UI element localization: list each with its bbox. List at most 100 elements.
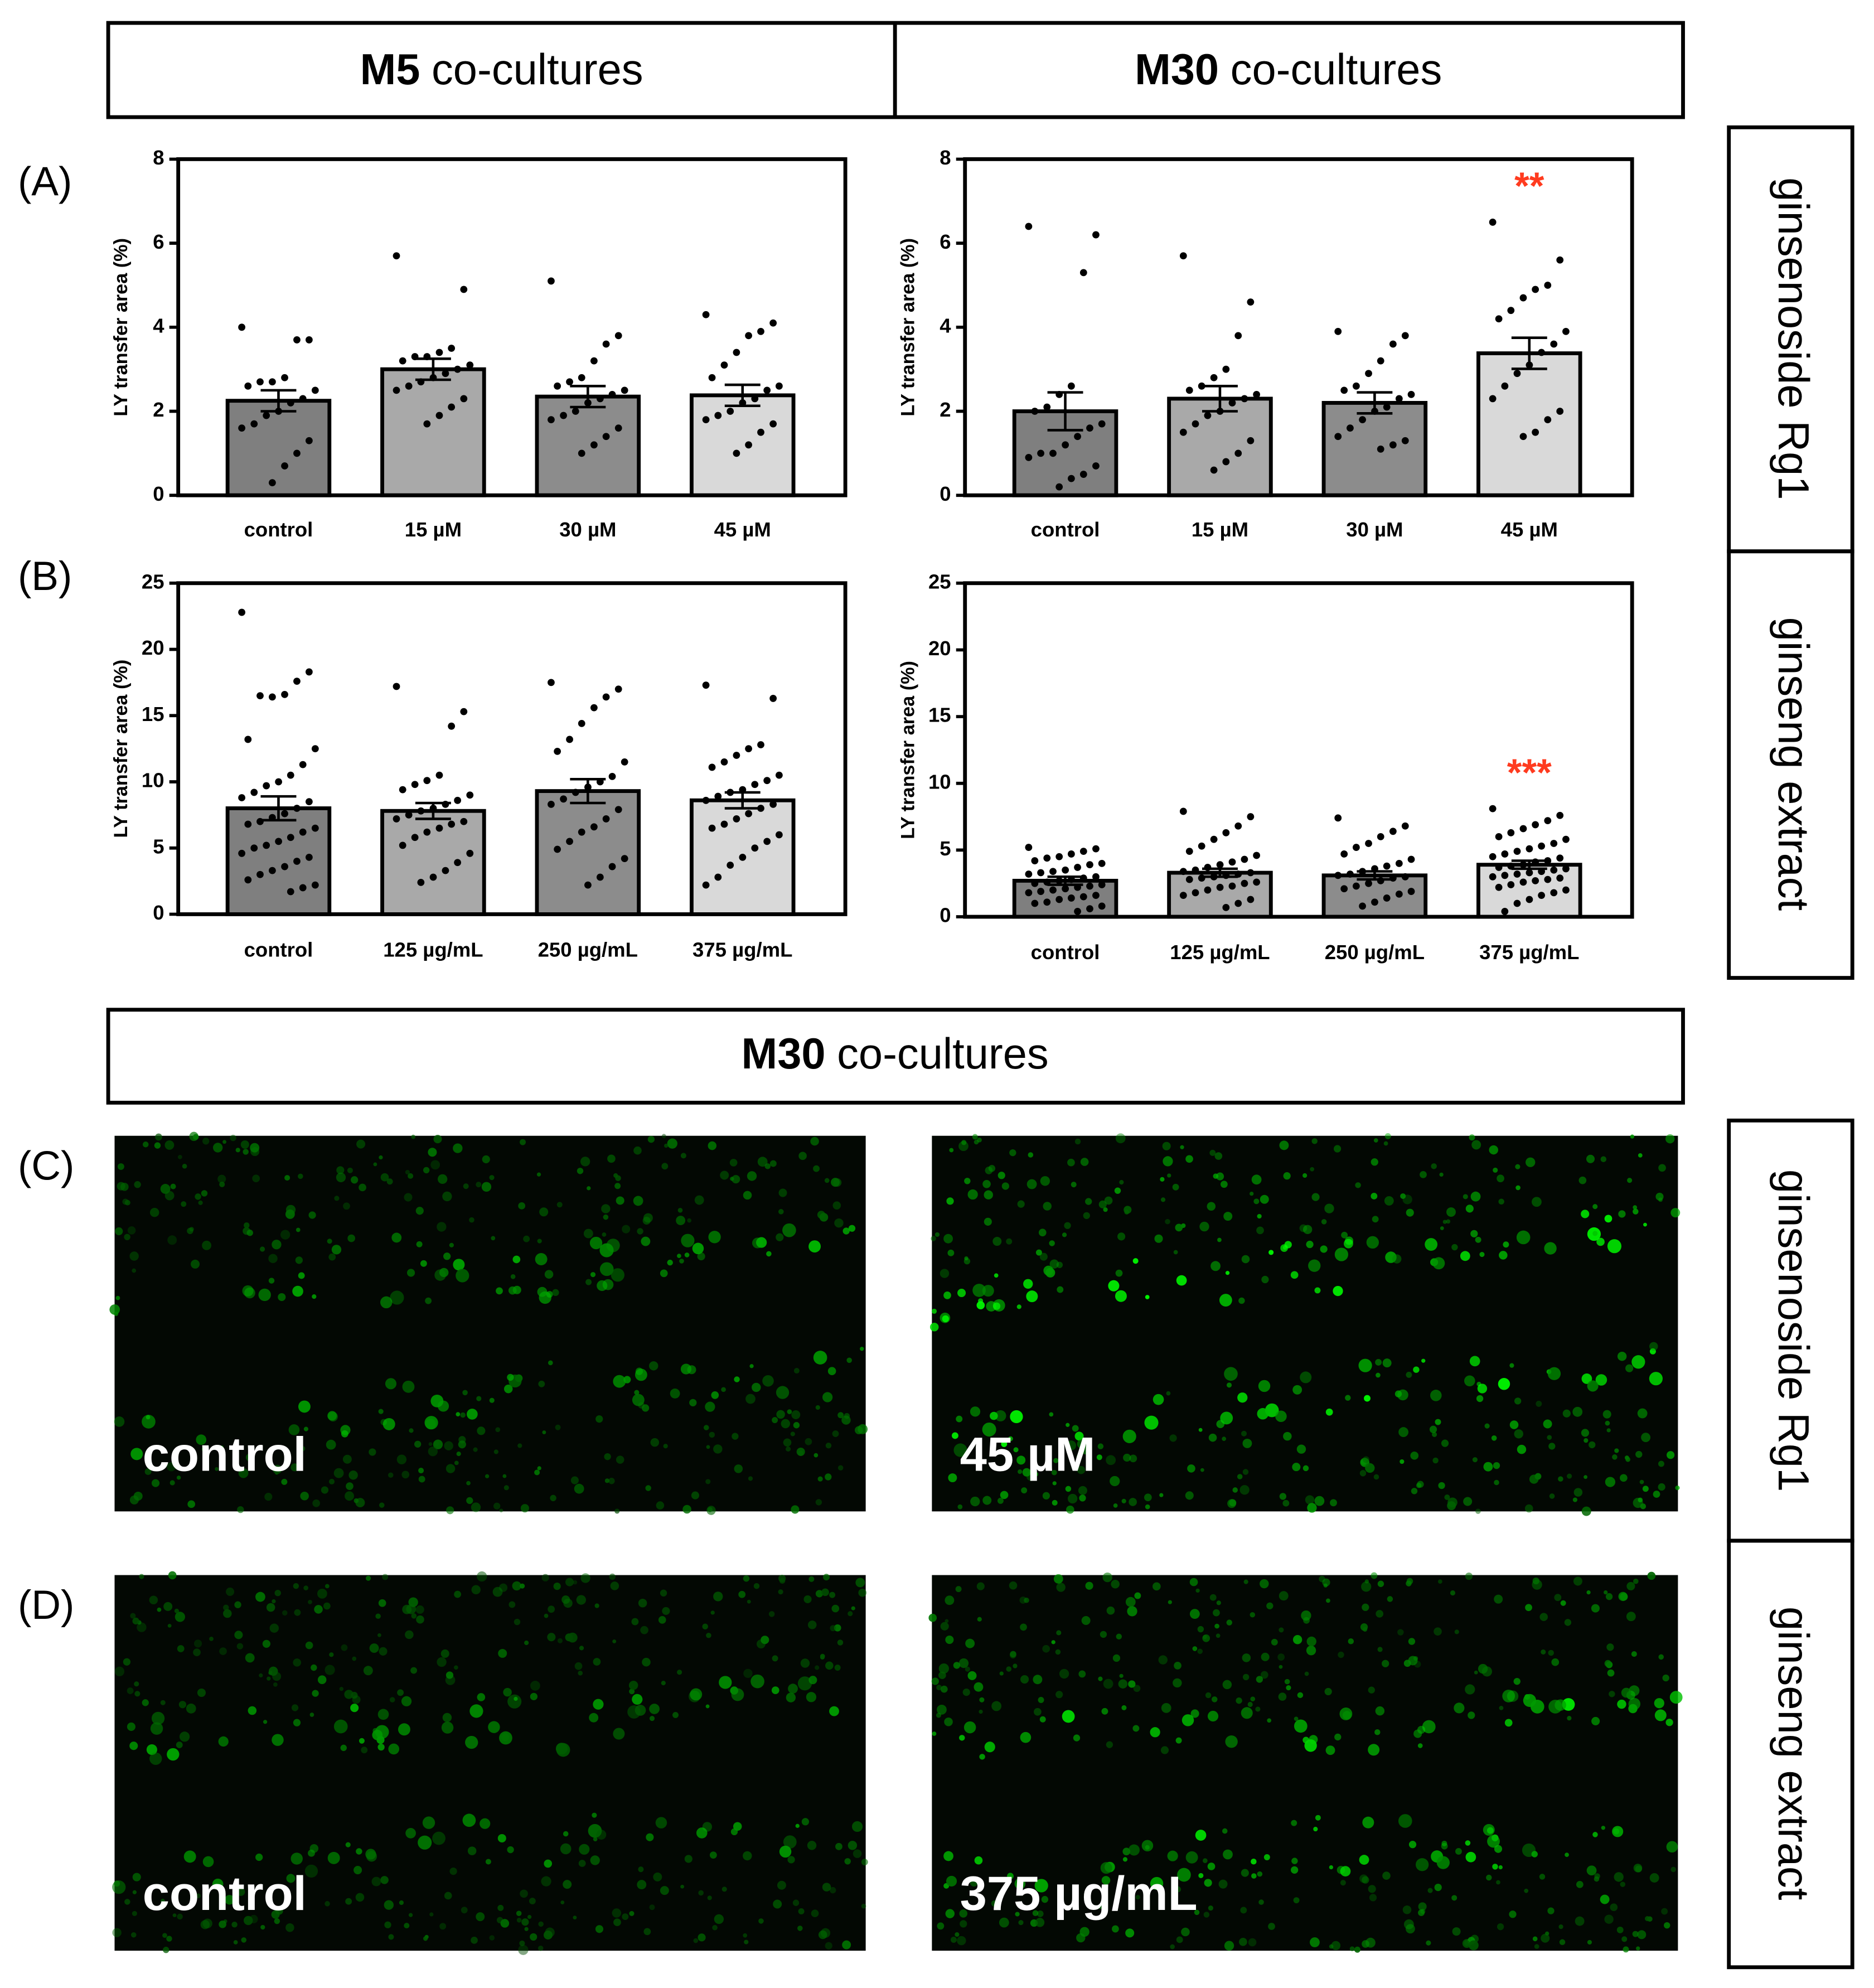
cell: [945, 1635, 954, 1644]
cell: [1162, 1141, 1171, 1150]
cell: [706, 1445, 710, 1449]
cell: [1617, 1699, 1626, 1709]
significance-label: ***: [1507, 751, 1552, 794]
cell: [386, 1178, 393, 1185]
cell: [1065, 1486, 1072, 1492]
cell: [965, 1638, 975, 1648]
data-point: [602, 340, 610, 348]
cell: [1372, 1216, 1379, 1223]
image-label: 45 µM: [960, 1427, 1096, 1481]
cell: [563, 1598, 573, 1608]
cell: [495, 1427, 501, 1433]
cell: [627, 1705, 641, 1719]
data-point: [1228, 858, 1236, 866]
cell: [661, 1163, 669, 1170]
error-bar: [1047, 391, 1083, 432]
cell: [662, 1607, 670, 1615]
cell: [129, 1251, 139, 1261]
cell: [601, 1204, 611, 1213]
data-point: [602, 433, 610, 441]
cell: [550, 1494, 556, 1502]
data-point: [1092, 462, 1100, 470]
cell: [1359, 1874, 1368, 1883]
cell: [401, 1696, 412, 1706]
cell: [134, 1681, 139, 1687]
cell: [822, 1883, 831, 1892]
cell: [510, 1274, 516, 1279]
side-label: ginsenoside Rg1: [1769, 177, 1817, 500]
cell: [607, 1154, 616, 1163]
header-left: M5 co-cultures: [360, 46, 643, 94]
cell: [1513, 1678, 1520, 1685]
cell: [1539, 1874, 1546, 1880]
cell: [1400, 1193, 1406, 1199]
cell: [706, 1506, 716, 1515]
data-point: [1538, 842, 1545, 850]
cell: [945, 1619, 949, 1623]
cell: [471, 1936, 478, 1944]
cell: [979, 1697, 985, 1702]
header-text: co-cultures: [837, 1030, 1049, 1078]
x-tick-label: 45 µM: [714, 518, 771, 541]
cell: [1330, 1499, 1337, 1507]
cell: [1420, 1171, 1427, 1178]
data-point: [1098, 881, 1106, 888]
cell: [1160, 1177, 1165, 1182]
cell: [172, 1913, 177, 1918]
cell: [711, 1391, 719, 1399]
data-point: [1495, 883, 1503, 891]
cell: [713, 1592, 723, 1602]
cell: [642, 1657, 651, 1667]
data-point: [1204, 886, 1212, 894]
cell: [217, 1174, 226, 1183]
cell: [507, 1373, 514, 1381]
cell: [787, 1856, 795, 1864]
cell: [246, 1230, 253, 1236]
cell: [943, 1292, 951, 1299]
cell: [1064, 1222, 1071, 1229]
data-point: [775, 382, 783, 390]
cell: [1026, 1290, 1038, 1303]
cell: [594, 1603, 599, 1608]
cell: [1360, 1459, 1367, 1465]
cell: [1469, 1356, 1480, 1367]
cell: [1261, 1275, 1269, 1284]
cell: [808, 1676, 817, 1685]
cell: [1524, 1694, 1531, 1700]
cell: [1074, 1138, 1081, 1145]
cell: [288, 1424, 300, 1435]
cell: [1100, 1631, 1107, 1638]
cell: [756, 1237, 767, 1248]
cell: [356, 1139, 366, 1149]
cell: [803, 1595, 812, 1603]
cell: [1576, 1880, 1584, 1888]
data-point: [714, 412, 722, 419]
cell: [1324, 1203, 1334, 1213]
data-point: [1031, 408, 1039, 415]
data-point: [1556, 874, 1564, 882]
data-point: [1401, 332, 1409, 340]
cell: [1223, 1212, 1233, 1221]
cell: [806, 1692, 817, 1702]
data-point: [702, 881, 710, 889]
cell: [1098, 1676, 1103, 1681]
cell: [1544, 1242, 1557, 1255]
data-point: [1395, 859, 1403, 867]
data-point: [1489, 805, 1497, 812]
cell: [312, 1690, 319, 1697]
data-point: [1526, 896, 1533, 903]
cell: [129, 1742, 138, 1750]
cell: [776, 1386, 790, 1399]
cell: [249, 1914, 258, 1924]
data-point: [1098, 859, 1106, 867]
cell: [518, 1945, 529, 1955]
cell: [234, 1631, 243, 1639]
cell: [109, 1304, 120, 1315]
cell: [637, 1228, 643, 1235]
cell: [312, 1499, 321, 1507]
cell: [1474, 1670, 1478, 1675]
cell: [336, 1172, 346, 1183]
micrograph: control: [112, 1571, 868, 1955]
cell: [282, 1610, 288, 1616]
cell: [292, 1285, 303, 1297]
